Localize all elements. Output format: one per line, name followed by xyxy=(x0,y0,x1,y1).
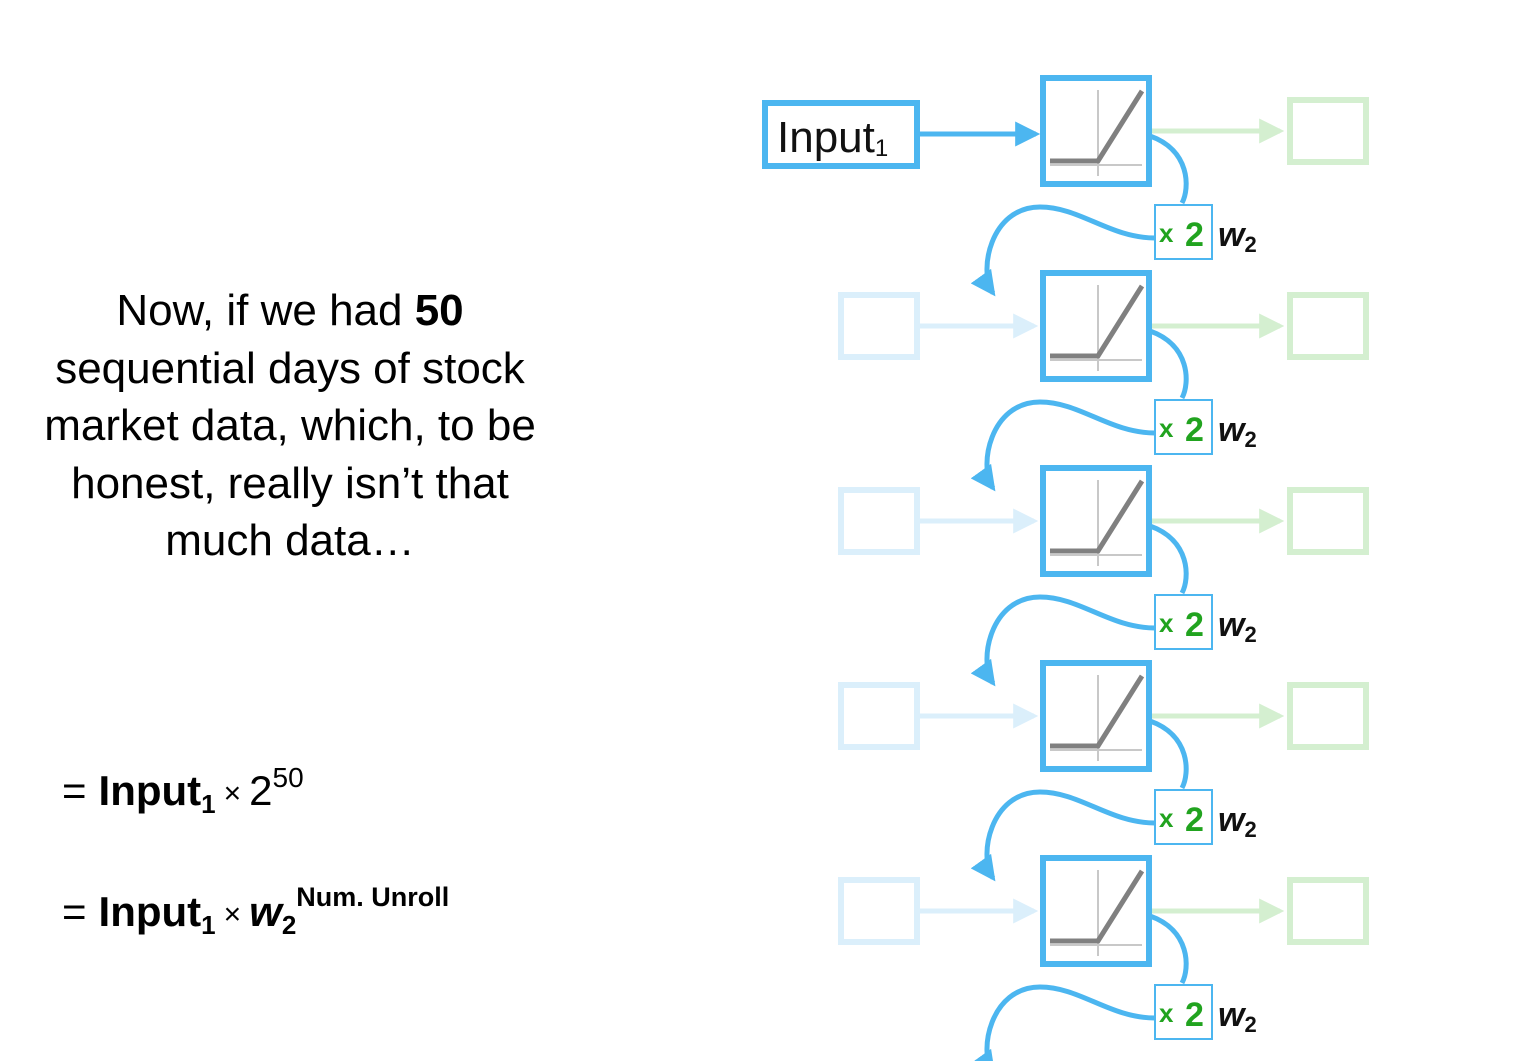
weight-label: w2 xyxy=(1218,411,1257,452)
multiplier-value: 2 xyxy=(1185,606,1204,644)
recurrent-arrow-in xyxy=(970,594,1156,687)
multiplier-prefix: x xyxy=(1159,413,1174,443)
multiplier-frame xyxy=(1154,204,1213,260)
faded-input-box xyxy=(838,682,920,750)
times-sign: × xyxy=(223,898,242,931)
activation-node xyxy=(1040,75,1152,187)
recurrent-loop-out xyxy=(1149,718,1189,790)
formula-weight-power: = Input1 × w2Num. Unroll xyxy=(62,882,449,941)
multiplier-value: 2 xyxy=(1185,801,1204,839)
recurrent-arrow-in xyxy=(970,399,1156,492)
activation-node xyxy=(1040,270,1152,382)
formula-input-name: Input xyxy=(98,767,202,814)
faded-output-box xyxy=(1287,487,1369,555)
formula-input-subscript: 1 xyxy=(201,789,216,819)
multiplier-value: 2 xyxy=(1185,216,1204,254)
formula-input-name: Input xyxy=(98,888,202,935)
recurrent-loop-out xyxy=(1149,328,1189,400)
faded-output-box xyxy=(1287,97,1369,165)
narration-line-5: much data… xyxy=(165,516,415,565)
activation-node xyxy=(1040,660,1152,772)
multiplier-frame xyxy=(1154,984,1213,1040)
formula-weight-subscript: 2 xyxy=(281,910,297,940)
multiplier-prefix: x xyxy=(1159,218,1174,248)
faded-output-box xyxy=(1287,682,1369,750)
narration-line-4: honest, really isn’t that xyxy=(71,458,509,508)
multiplier-prefix: x xyxy=(1159,803,1174,833)
faded-output-box xyxy=(1287,877,1369,945)
recurrent-loop-out xyxy=(1149,523,1189,595)
narration-line-3: market data, which, to be xyxy=(44,401,536,450)
unroll-row: x 2 w2 xyxy=(838,270,1369,492)
weight-label: w2 xyxy=(1218,606,1257,647)
multiplier-frame xyxy=(1154,399,1213,455)
unroll-row: x 2 w2 xyxy=(970,75,1369,297)
multiplier-prefix: x xyxy=(1159,998,1174,1028)
faded-input-box xyxy=(838,487,920,555)
narration-text: Now, if we had 50 sequential days of sto… xyxy=(0,282,580,570)
unroll-row: x 2 w2 xyxy=(838,855,1369,1061)
recurrent-loop-out xyxy=(1149,913,1189,985)
recurrent-arrow-in xyxy=(970,984,1156,1061)
multiplier-frame xyxy=(1154,789,1213,845)
relu-icon xyxy=(1050,89,1145,164)
formula-exponent: 50 xyxy=(272,762,304,793)
unroll-row: x 2 w2 xyxy=(838,660,1369,882)
relu-icon xyxy=(1050,479,1145,554)
weight-label: w2 xyxy=(1218,801,1257,842)
recurrent-loop-out xyxy=(1149,133,1189,205)
narration-line-2: sequential days of stock xyxy=(55,343,525,393)
weight-label: w2 xyxy=(1218,996,1257,1037)
unrolled-rows: x 2 w2x 2 w2x 2 w2x 2 w2x 2 w2 xyxy=(838,75,1369,1061)
relu-icon xyxy=(1050,284,1145,359)
relu-icon xyxy=(1050,674,1145,749)
narration-line-1-bold: 50 xyxy=(414,286,464,335)
equals-sign: = xyxy=(62,888,87,935)
multiplier-value: 2 xyxy=(1185,411,1204,449)
equals-sign: = xyxy=(62,767,87,814)
formula-weight-name: w xyxy=(249,888,282,935)
input-node-label: Input1 xyxy=(777,113,888,162)
unroll-row: x 2 w2 xyxy=(838,465,1369,687)
faded-input-box xyxy=(838,292,920,360)
times-sign: × xyxy=(223,777,242,810)
formula-exponent: Num. Unroll xyxy=(296,882,450,912)
formula-power-of-two: = Input1 × 250 xyxy=(62,762,304,820)
relu-icon xyxy=(1050,869,1145,944)
multiplier-value: 2 xyxy=(1185,996,1204,1034)
multiplier-prefix: x xyxy=(1159,608,1174,638)
recurrent-arrow-in xyxy=(970,789,1156,882)
input-node: Input1 xyxy=(762,100,920,169)
multiplier-frame xyxy=(1154,594,1213,650)
formula-base: 2 xyxy=(249,767,273,814)
activation-node xyxy=(1040,855,1152,967)
formula-input-subscript: 1 xyxy=(201,910,216,940)
faded-output-box xyxy=(1287,292,1369,360)
recurrent-arrow-in xyxy=(970,204,1156,297)
narration-line-1: Now, if we had 50 xyxy=(0,282,580,340)
activation-node xyxy=(1040,465,1152,577)
faded-input-box xyxy=(838,877,920,945)
weight-label: w2 xyxy=(1218,216,1257,257)
narration-line-1-text: Now, if we had xyxy=(116,286,415,335)
